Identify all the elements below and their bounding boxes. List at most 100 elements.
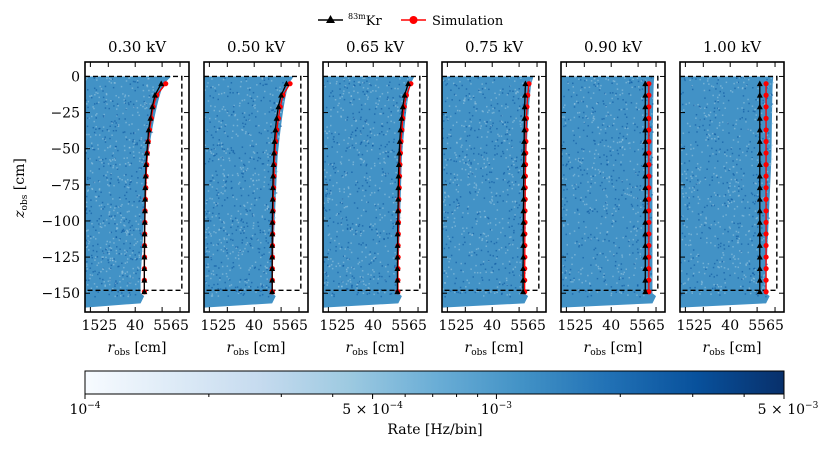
heatmap-speckle (706, 237, 708, 239)
heatmap-speckle (380, 180, 383, 182)
heatmap-speckle (618, 276, 621, 279)
heatmap-speckle (90, 237, 92, 240)
legend-kr-super: 83m (348, 12, 366, 21)
heatmap-speckle (462, 243, 464, 246)
heatmap-speckle (593, 83, 595, 86)
heatmap-speckle (260, 241, 262, 244)
kr-point (642, 80, 649, 87)
heatmap-speckle (760, 227, 763, 229)
heatmap-speckle (224, 247, 227, 250)
heatmap-speckle (690, 148, 692, 150)
kr-point (642, 92, 649, 98)
heatmap-speckle (395, 260, 398, 263)
heatmap-speckle (109, 241, 111, 243)
heatmap-speckle (222, 173, 224, 175)
heatmap-speckle (755, 114, 758, 116)
heatmap-speckle (455, 291, 458, 293)
heatmap-speckle (363, 195, 366, 197)
heatmap-speckle (447, 216, 449, 219)
heatmap-speckle (143, 124, 146, 126)
heatmap-speckle (108, 222, 110, 225)
heatmap-speckle (126, 138, 128, 141)
heatmap-speckle (105, 270, 108, 273)
heatmap-speckle (98, 218, 101, 220)
heatmap-speckle (129, 226, 132, 229)
heatmap-speckle (443, 80, 446, 82)
heatmap-speckle (624, 113, 626, 116)
heatmap-speckle (592, 117, 595, 119)
heatmap-speckle (241, 99, 244, 102)
heatmap-speckle (392, 257, 395, 259)
heatmap-speckle (616, 83, 618, 85)
heatmap-speckle (111, 100, 114, 102)
heatmap-speckle (243, 288, 246, 290)
heatmap-speckle (635, 212, 637, 215)
heatmap-speckle (697, 127, 699, 129)
heatmap-speckle (685, 103, 687, 106)
heatmap-speckle (561, 198, 564, 200)
heatmap-speckle (204, 237, 206, 239)
heatmap-speckle (744, 293, 747, 295)
heatmap-speckle (326, 132, 329, 135)
heatmap-speckle (351, 124, 353, 127)
heatmap-speckle (85, 150, 88, 152)
heatmap-speckle (120, 205, 122, 208)
heatmap-speckle (612, 80, 615, 82)
heatmap-speckle (594, 85, 597, 87)
heatmap-speckle (216, 128, 219, 131)
heatmap-speckle (261, 216, 264, 218)
heatmap-speckle (249, 285, 252, 288)
heatmap-speckle (394, 156, 396, 158)
heatmap-speckle (106, 252, 109, 254)
heatmap-speckle (520, 125, 522, 128)
heatmap-speckle (482, 263, 485, 265)
heatmap-speckle (229, 88, 232, 91)
heatmap-speckle (639, 296, 641, 298)
heatmap-speckle (136, 80, 139, 82)
heatmap-speckle (240, 80, 242, 83)
heatmap-speckle (227, 213, 229, 215)
heatmap-speckle (572, 281, 574, 283)
heatmap-speckle (89, 158, 91, 160)
heatmap-speckle (519, 105, 521, 108)
heatmap-speckle (603, 274, 606, 276)
heatmap-speckle (325, 194, 327, 196)
heatmap-speckle (345, 206, 347, 208)
kr-point (756, 196, 763, 202)
heatmap-speckle (756, 194, 759, 196)
heatmap-speckle (384, 265, 387, 268)
heatmap-speckle (563, 125, 565, 128)
heatmap-speckle (596, 253, 598, 256)
heatmap-speckle (138, 254, 141, 257)
heatmap-speckle (717, 285, 720, 288)
heatmap-speckle (694, 286, 696, 289)
heatmap-speckle (109, 182, 111, 184)
kr-point (395, 161, 402, 168)
heatmap-speckle (380, 125, 383, 127)
heatmap-speckle (646, 166, 648, 168)
heatmap-speckle (117, 96, 120, 99)
heatmap-speckle (362, 127, 365, 130)
heatmap-speckle (713, 133, 716, 135)
heatmap-speckle (273, 102, 275, 105)
heatmap-speckle (358, 261, 361, 264)
panel-title: 0.50 kV (227, 38, 286, 56)
heatmap-speckle (281, 89, 284, 92)
heatmap-speckle (748, 143, 750, 146)
heatmap-speckle (456, 199, 459, 202)
heatmap-speckle (93, 87, 96, 90)
heatmap-speckle (578, 213, 581, 215)
heatmap-speckle (140, 137, 143, 139)
heatmap-speckle (353, 80, 356, 83)
heatmap-speckle (459, 292, 462, 294)
heatmap-speckle (89, 177, 91, 180)
heatmap-speckle (119, 212, 122, 214)
heatmap-speckle (741, 214, 744, 217)
heatmap-speckle (86, 178, 89, 180)
heatmap-speckle (110, 264, 113, 267)
heatmap-speckle (91, 171, 94, 174)
heatmap-speckle (519, 261, 521, 264)
heatmap-speckle (252, 105, 255, 107)
heatmap-speckle (771, 144, 773, 146)
heatmap-speckle (139, 196, 142, 198)
